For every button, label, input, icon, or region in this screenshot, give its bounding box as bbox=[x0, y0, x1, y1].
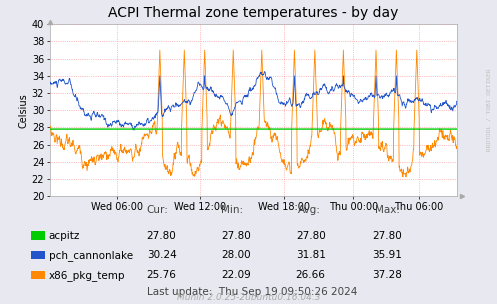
Text: Avg:: Avg: bbox=[298, 205, 321, 215]
Text: Min:: Min: bbox=[221, 205, 244, 215]
Text: 31.81: 31.81 bbox=[296, 250, 326, 260]
Text: Last update:  Thu Sep 19 09:50:26 2024: Last update: Thu Sep 19 09:50:26 2024 bbox=[147, 288, 357, 297]
Text: Cur:: Cur: bbox=[147, 205, 168, 215]
Text: acpitz: acpitz bbox=[49, 231, 80, 240]
Text: RRDTOOL / TOBI OETIKER: RRDTOOL / TOBI OETIKER bbox=[486, 68, 491, 151]
Text: x86_pkg_temp: x86_pkg_temp bbox=[49, 270, 125, 281]
Text: Munin 2.0.25-2ubuntu0.16.04.3: Munin 2.0.25-2ubuntu0.16.04.3 bbox=[177, 292, 320, 302]
Title: ACPI Thermal zone temperatures - by day: ACPI Thermal zone temperatures - by day bbox=[108, 6, 399, 20]
Text: 30.24: 30.24 bbox=[147, 250, 176, 260]
Text: 28.00: 28.00 bbox=[221, 250, 251, 260]
Text: 27.80: 27.80 bbox=[221, 231, 251, 240]
Text: pch_cannonlake: pch_cannonlake bbox=[49, 250, 133, 261]
Y-axis label: Celsius: Celsius bbox=[19, 93, 29, 128]
Text: 26.66: 26.66 bbox=[296, 270, 326, 280]
Text: 37.28: 37.28 bbox=[372, 270, 402, 280]
Text: 22.09: 22.09 bbox=[221, 270, 251, 280]
Text: 35.91: 35.91 bbox=[372, 250, 402, 260]
Text: 27.80: 27.80 bbox=[147, 231, 176, 240]
Text: 27.80: 27.80 bbox=[296, 231, 326, 240]
Text: 27.80: 27.80 bbox=[372, 231, 402, 240]
Text: Max:: Max: bbox=[375, 205, 400, 215]
Text: 25.76: 25.76 bbox=[147, 270, 176, 280]
